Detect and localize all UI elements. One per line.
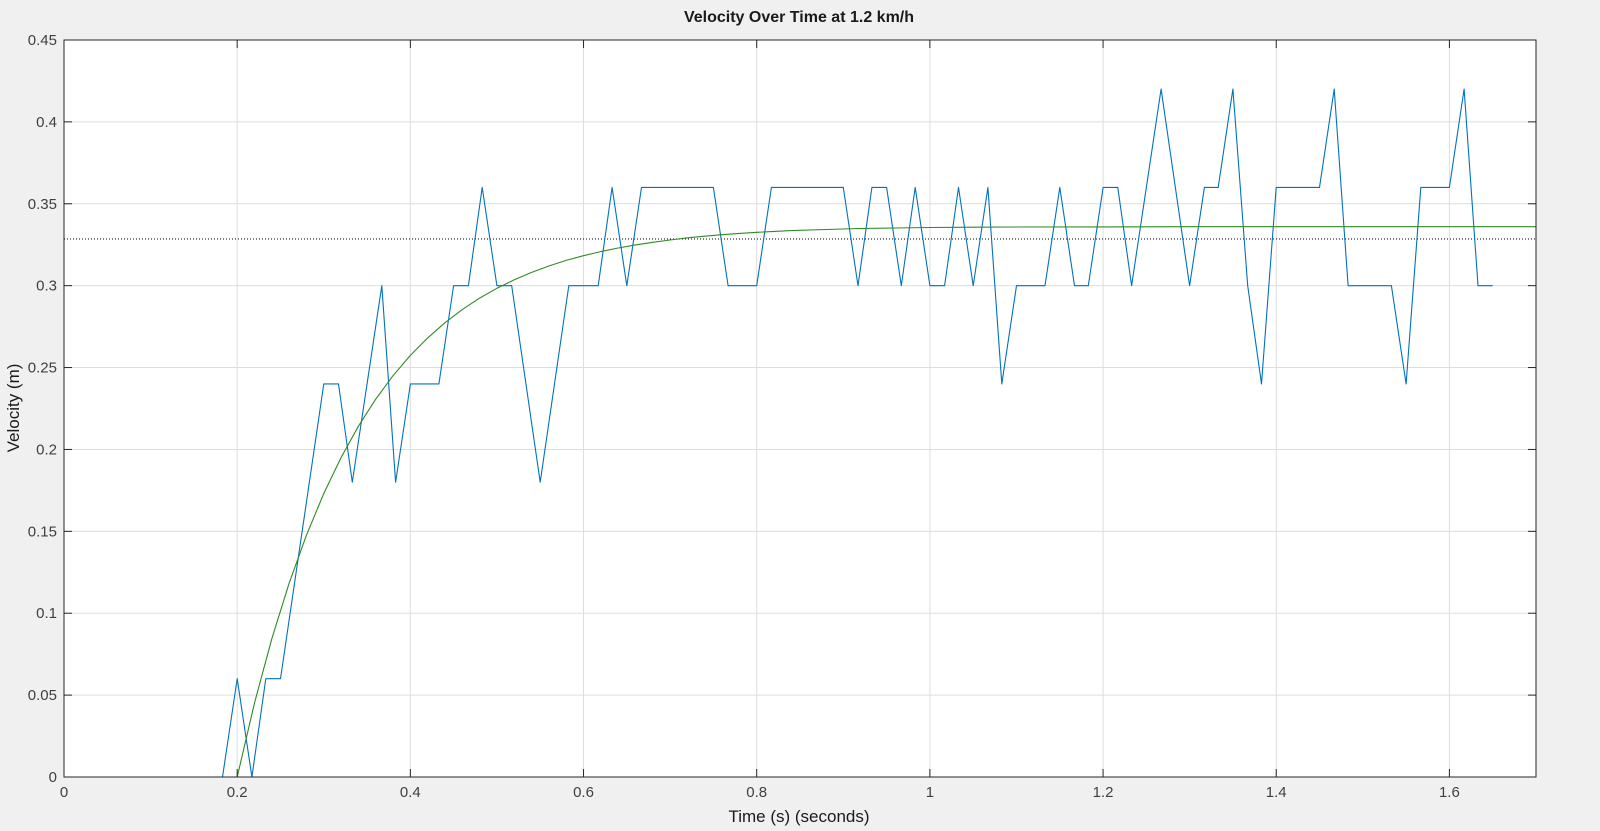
x-tick-label: 0.6 — [573, 784, 594, 801]
y-tick-label: 0.1 — [36, 605, 57, 622]
x-tick-label: 0 — [60, 784, 68, 801]
x-tick-labels: 0 0.2 0.4 0.6 0.8 1 1.2 1.4 1.6 — [60, 784, 1460, 801]
x-tick-label: 0.2 — [227, 784, 248, 801]
y-tick-labels: 0 0.05 0.1 0.15 0.2 0.25 0.3 0.35 0.4 0.45 — [28, 32, 57, 786]
measured-velocity-line — [64, 88, 1493, 778]
x-tick-label: 1.6 — [1439, 784, 1460, 801]
chart-title: Velocity Over Time at 1.2 km/h — [684, 9, 914, 26]
grid-lines — [64, 40, 1536, 777]
x-axis-label: Time (s) (seconds) — [728, 807, 869, 826]
y-tick-label: 0.4 — [36, 114, 57, 131]
y-tick-label: 0.05 — [28, 687, 57, 704]
x-tick-label: 1 — [926, 784, 934, 801]
x-tick-label: 1.2 — [1093, 784, 1114, 801]
x-tick-label: 1.4 — [1266, 784, 1287, 801]
y-tick-label: 0.2 — [36, 441, 57, 458]
plot-frame — [63, 39, 1537, 778]
plot-area — [64, 40, 1536, 777]
x-tick-label: 0.8 — [746, 784, 767, 801]
x-tick-label: 0.4 — [400, 784, 421, 801]
y-axis-label: Velocity (m) — [4, 364, 23, 453]
y-tick-label: 0.25 — [28, 360, 57, 377]
y-tick-label: 0.45 — [28, 32, 57, 49]
y-tick-label: 0 — [49, 769, 57, 786]
y-tick-label: 0.3 — [36, 278, 57, 295]
y-tick-label: 0.35 — [28, 196, 57, 213]
tick-marks — [63, 39, 1536, 778]
y-tick-label: 0.15 — [28, 523, 57, 540]
fitted-velocity-curve — [64, 226, 1536, 778]
series-layer — [64, 88, 1536, 778]
